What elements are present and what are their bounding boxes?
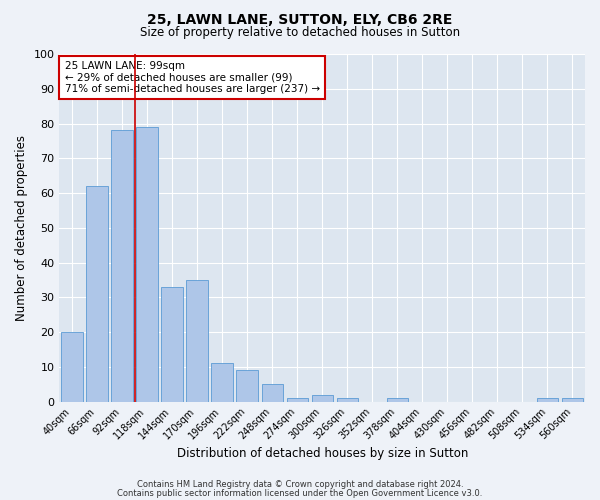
Y-axis label: Number of detached properties: Number of detached properties bbox=[15, 135, 28, 321]
Text: Contains HM Land Registry data © Crown copyright and database right 2024.: Contains HM Land Registry data © Crown c… bbox=[137, 480, 463, 489]
Text: Size of property relative to detached houses in Sutton: Size of property relative to detached ho… bbox=[140, 26, 460, 39]
Bar bbox=[287, 398, 308, 402]
Bar bbox=[311, 394, 333, 402]
Bar bbox=[61, 332, 83, 402]
Bar bbox=[537, 398, 558, 402]
Bar bbox=[187, 280, 208, 402]
Bar bbox=[262, 384, 283, 402]
Bar bbox=[337, 398, 358, 402]
Bar bbox=[211, 364, 233, 402]
Text: 25, LAWN LANE, SUTTON, ELY, CB6 2RE: 25, LAWN LANE, SUTTON, ELY, CB6 2RE bbox=[148, 12, 452, 26]
Bar bbox=[236, 370, 258, 402]
Bar bbox=[386, 398, 408, 402]
Text: Contains public sector information licensed under the Open Government Licence v3: Contains public sector information licen… bbox=[118, 488, 482, 498]
X-axis label: Distribution of detached houses by size in Sutton: Distribution of detached houses by size … bbox=[176, 447, 468, 460]
Bar bbox=[136, 127, 158, 402]
Text: 25 LAWN LANE: 99sqm
← 29% of detached houses are smaller (99)
71% of semi-detach: 25 LAWN LANE: 99sqm ← 29% of detached ho… bbox=[65, 61, 320, 94]
Bar bbox=[112, 130, 133, 402]
Bar bbox=[562, 398, 583, 402]
Bar bbox=[86, 186, 107, 402]
Bar bbox=[161, 287, 182, 402]
